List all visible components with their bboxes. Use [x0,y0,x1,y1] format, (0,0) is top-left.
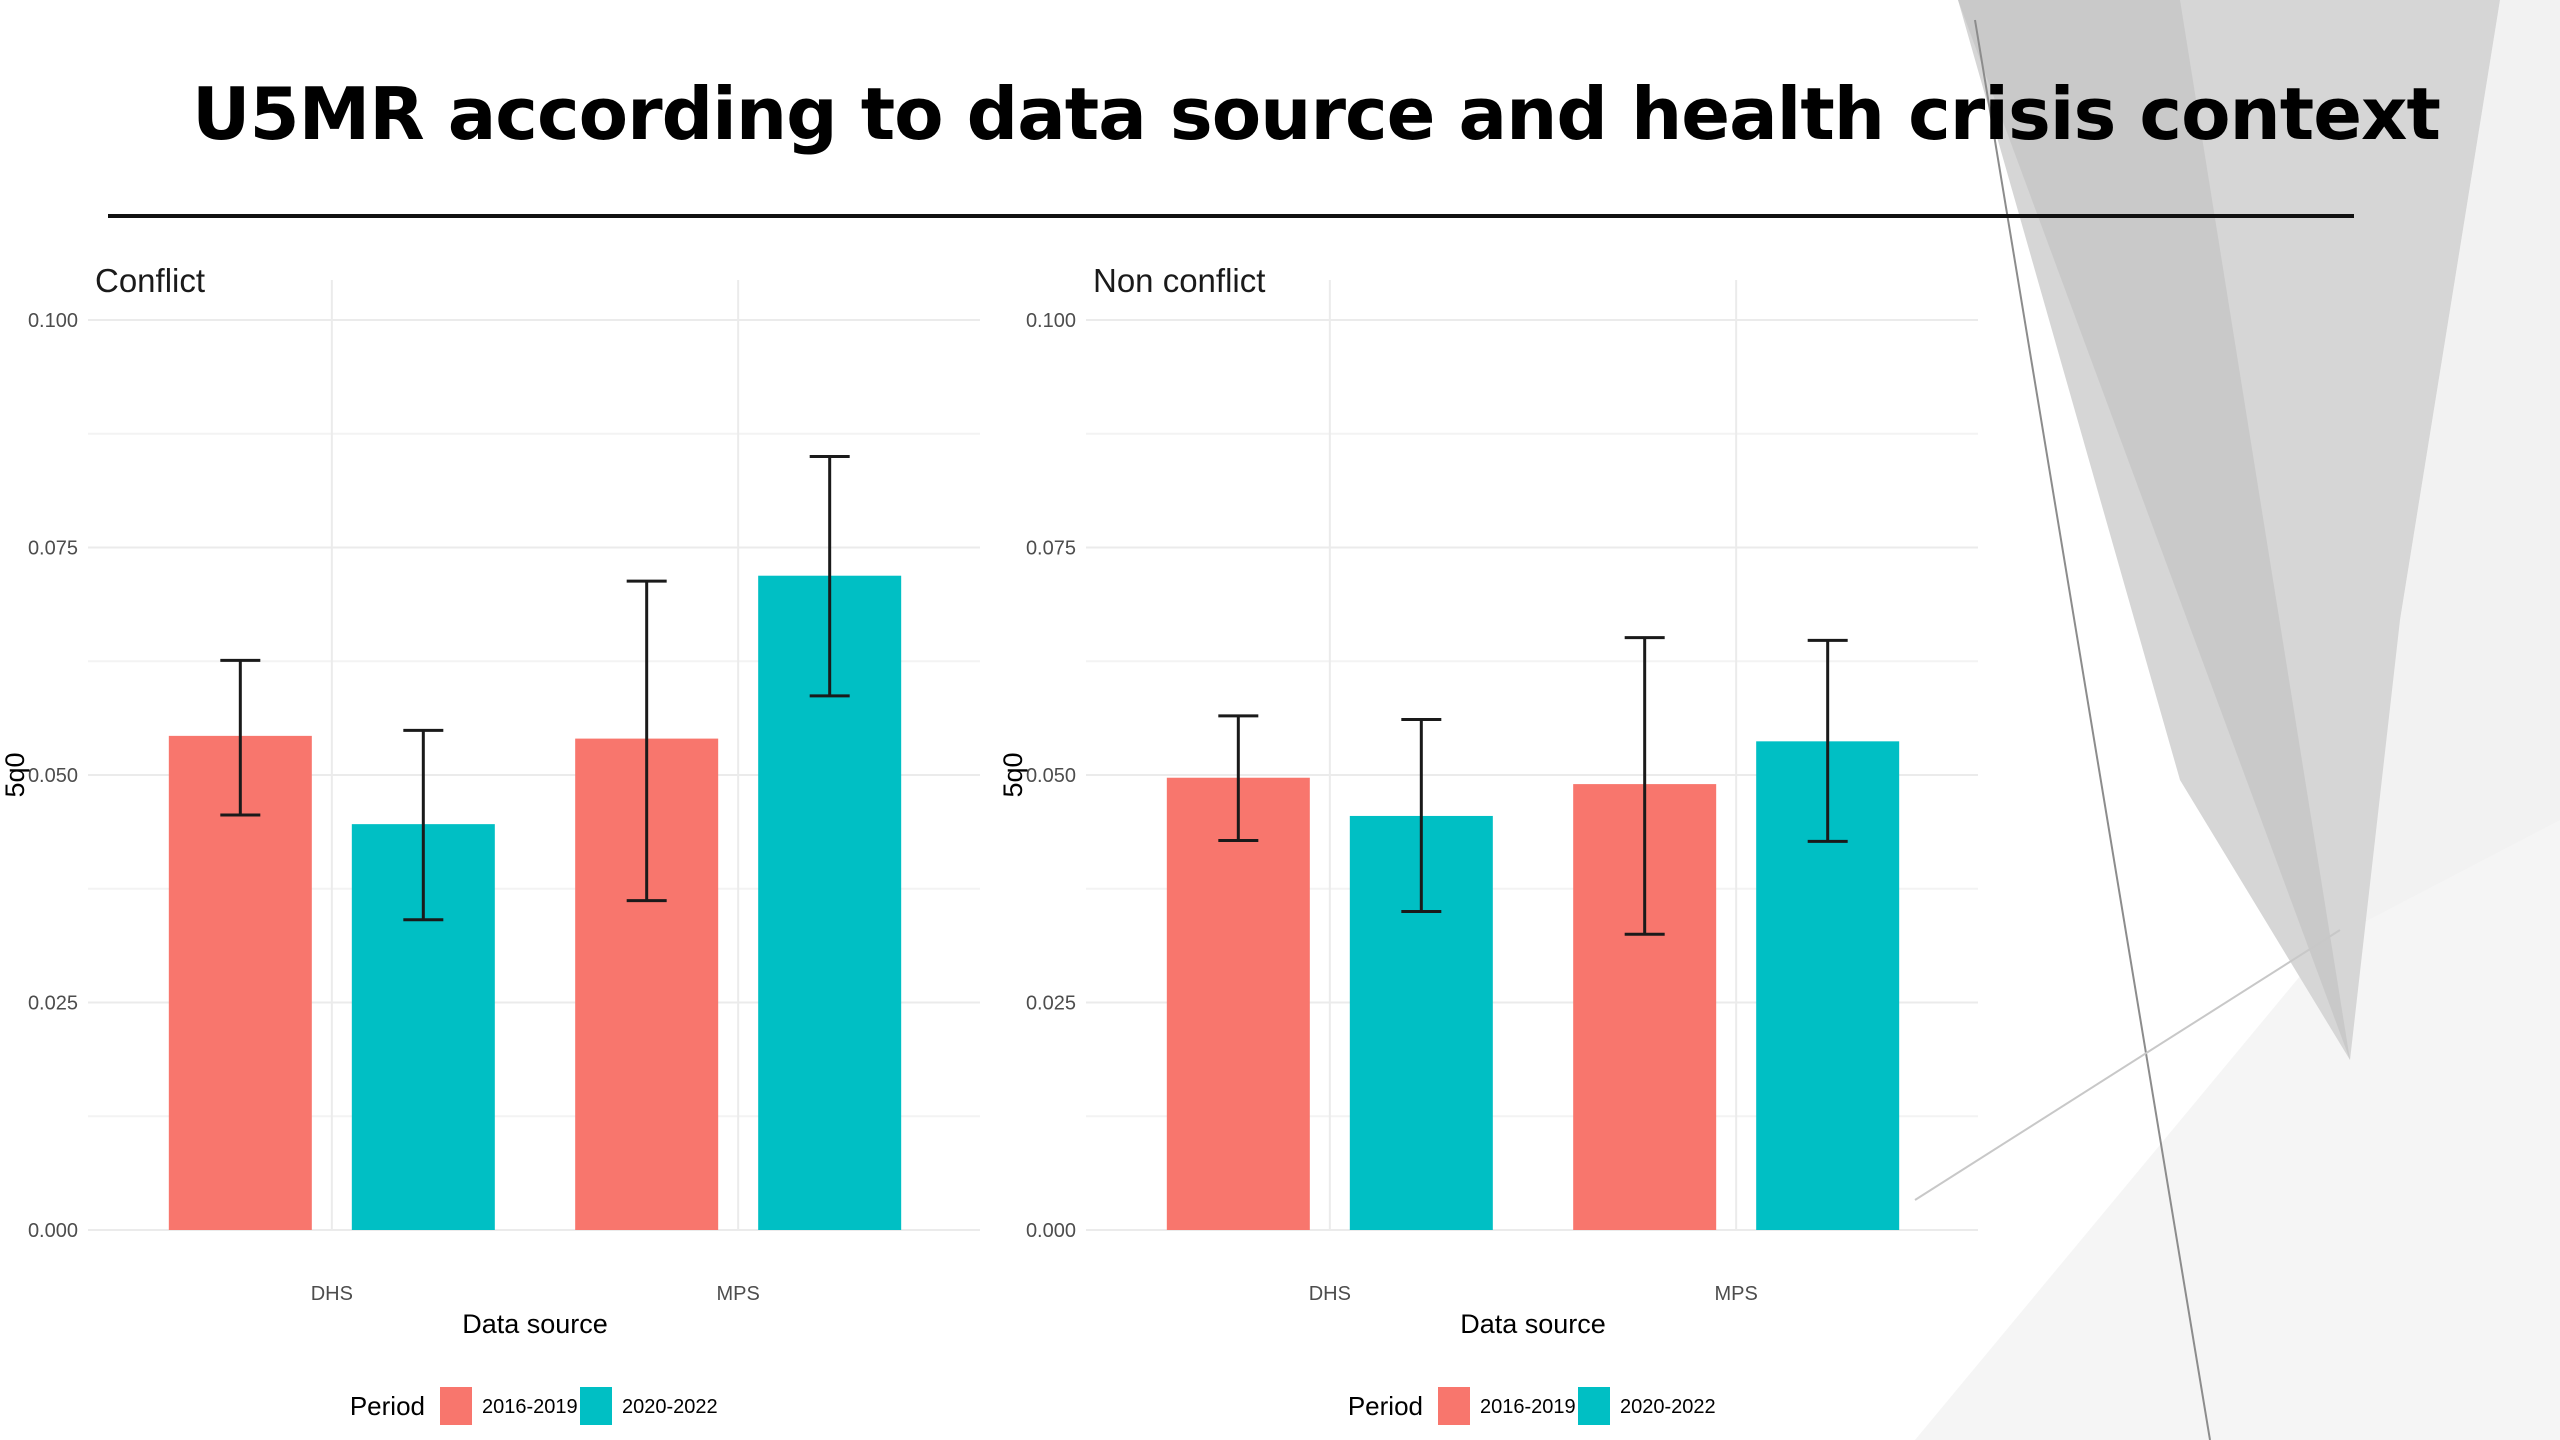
y-tick-label: 0.025 [28,993,78,1015]
y-tick-label: 0.050 [1026,765,1076,787]
decor-light-facet-lower [1915,820,2560,1440]
y-axis-title: 5q0 [0,752,30,797]
y-tick-label: 0.100 [28,310,78,332]
legend-label-2016-2019: 2016-2019 [482,1396,578,1418]
facet-chart-conflict: Conflict 0.000 0.025 0.050 0.075 0.100 DHS MPS D… [0,262,980,1425]
decor-thin-line-2 [1914,929,2341,1201]
x-tick-label-dhs: DHS [1309,1283,1351,1305]
x-tick-label-mps: MPS [717,1283,760,1305]
y-tick-label: 0.000 [1026,1220,1076,1242]
y-tick-label: 0.050 [28,765,78,787]
x-axis-title: Data source [462,1309,608,1339]
title-rule [108,214,2354,218]
facet-panel-non-conflict: Non conflict 0.000 0.025 0.050 0.075 0.100 DHS… [998,250,1978,1440]
decor-thin-line [1974,19,2211,1440]
y-tick-label: 0.100 [1026,310,1076,332]
bar-non-conflict-dhs-2016-2019 [1166,777,1310,1230]
y-tick-label: 0.000 [28,1220,78,1242]
legend-swatch-2020-2022 [580,1387,612,1425]
legend-label-2020-2022: 2020-2022 [622,1396,718,1418]
x-tick-label-dhs: DHS [311,1283,353,1305]
x-axis-title: Data source [1460,1309,1606,1339]
legend-title: Period [1348,1391,1423,1421]
legend-swatch-2016-2019 [440,1387,472,1425]
bar-conflict-dhs-2016-2019 [168,735,312,1230]
y-tick-label: 0.075 [1026,538,1076,560]
slide-title: U5MR according to data source and health… [192,72,2441,156]
legend-swatch-2016-2019 [1438,1387,1470,1425]
legend-title: Period [350,1391,425,1421]
legend-label-2020-2022: 2020-2022 [1620,1396,1716,1418]
facet-chart-non-conflict: Non conflict 0.000 0.025 0.050 0.075 0.100 DHS… [998,262,1978,1425]
y-axis-title: 5q0 [998,752,1028,797]
x-tick-label-mps: MPS [1715,1283,1758,1305]
y-tick-label: 0.075 [28,538,78,560]
legend-swatch-2020-2022 [1578,1387,1610,1425]
facet-title-conflict: Conflict [95,262,205,299]
legend-label-2016-2019: 2016-2019 [1480,1396,1576,1418]
decor-dark-facet [1958,0,2350,1060]
y-tick-label: 0.025 [1026,993,1076,1015]
facet-panel-conflict: Conflict 0.000 0.025 0.050 0.075 0.100 DHS MPS D… [0,250,980,1440]
facet-title-non-conflict: Non conflict [1093,262,1265,299]
